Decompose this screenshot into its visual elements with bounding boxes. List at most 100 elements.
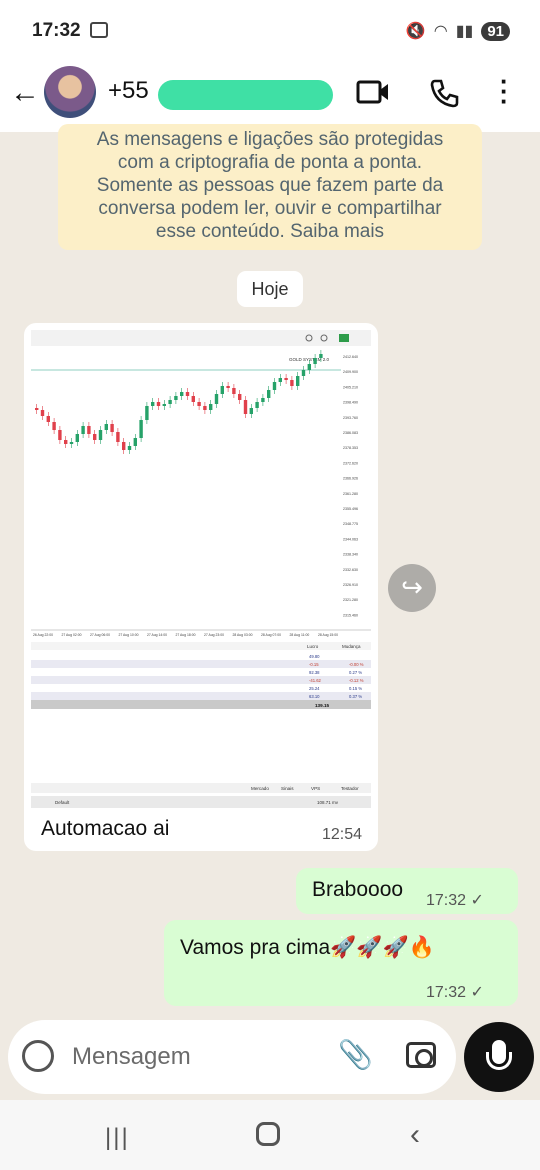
video-call-icon[interactable]	[356, 78, 390, 106]
candle	[296, 376, 300, 386]
home-icon[interactable]	[256, 1122, 280, 1146]
time-axis-label: 27 Aug 06:00	[90, 633, 110, 637]
price-axis-label: 2332.630	[343, 568, 358, 572]
screenshot-chart-title: GOLD SYSTEM 2.0	[289, 357, 330, 362]
trading-screenshot: GOLD SYSTEM 2.0 2412.640 2409.900 2405.210…	[31, 330, 371, 808]
candle	[87, 426, 91, 434]
time-axis-label: 27 Aug 18:00	[176, 633, 196, 637]
candle	[127, 446, 132, 450]
table-profit: 63.10	[309, 694, 320, 699]
table-total-row	[31, 700, 371, 709]
terminal-tab: Testador	[341, 786, 359, 791]
notice-line: conversa podem ler, ouvir e compartilhar	[98, 198, 442, 219]
table-change: 0.37 %	[349, 694, 362, 699]
candle	[261, 398, 265, 402]
system-nav-bar: ||| ‹	[0, 1100, 540, 1170]
time-axis-label: 27 Aug 14:00	[147, 633, 167, 637]
candle	[145, 406, 149, 420]
candle	[93, 434, 97, 440]
time-axis-label: 27 Aug 02:00	[62, 633, 82, 637]
mute-icon: 🔇	[405, 23, 426, 40]
recent-apps-icon[interactable]: |||	[105, 1124, 130, 1151]
candle	[272, 382, 277, 390]
price-axis-label: 2409.900	[343, 370, 358, 374]
candle	[151, 402, 155, 406]
encryption-notice[interactable]: As mensagens e ligações são protegidas c…	[58, 124, 482, 250]
notice-line: As mensagens e ligações são protegidas	[96, 129, 444, 150]
candle	[243, 400, 248, 414]
signal-icon: ▮▮	[455, 23, 474, 40]
candle	[110, 424, 114, 432]
message-composer: 📎	[8, 1020, 456, 1094]
time-axis-label: 28 Aug 03:00	[233, 633, 253, 637]
more-options-icon[interactable]: · · ·	[500, 66, 509, 116]
incoming-image-message[interactable]: GOLD SYSTEM 2.0 2412.640 2409.900 2405.210…	[24, 323, 378, 851]
table-profit: -41.62	[309, 678, 322, 683]
redaction-mark	[158, 80, 333, 110]
price-axis-label: 2398.490	[343, 401, 358, 405]
phone-icon[interactable]	[430, 78, 460, 108]
candle	[185, 392, 190, 396]
message-time: 12:54	[321, 826, 362, 843]
contact-name[interactable]: +55	[108, 77, 149, 104]
candle	[180, 392, 184, 396]
price-axis-label: 2338.340	[343, 553, 358, 557]
candle	[209, 404, 213, 410]
candle	[307, 364, 311, 370]
terminal-tab: Sinais	[281, 786, 294, 791]
status-bar: 17:32 🔇 ◠ ▮▮ 91	[0, 0, 540, 62]
candle	[40, 410, 45, 416]
price-axis-label: 2393.760	[343, 416, 358, 420]
candle	[226, 386, 230, 388]
outgoing-message[interactable]: Braboooo 17:32 ✓	[296, 868, 518, 914]
candle	[232, 388, 236, 394]
signal-bars-icon	[339, 334, 349, 342]
attach-icon[interactable]: 📎	[338, 1039, 373, 1070]
outgoing-message[interactable]: Vamos pra cima🚀🚀🚀🔥 17:32 ✓	[164, 920, 518, 1006]
voice-record-button[interactable]	[464, 1022, 534, 1092]
table-change: 0.27 %	[349, 670, 362, 675]
message-time-label: 17:32	[426, 984, 467, 1001]
back-arrow-icon[interactable]: ←	[10, 76, 40, 109]
price-axis-label: 2386.083	[343, 431, 358, 435]
system-back-icon[interactable]: ‹	[410, 1118, 420, 1151]
table-change: -0.12 %	[349, 678, 364, 683]
time-axis-label: 28 Aug 07:00	[261, 633, 281, 637]
candle	[58, 430, 62, 440]
contact-avatar[interactable]	[44, 66, 96, 118]
candle	[267, 390, 271, 398]
table-profit: 92.38	[309, 670, 320, 675]
image-caption: Automacao ai	[41, 817, 170, 840]
status-icons: 🔇 ◠ ▮▮ 91	[406, 21, 510, 41]
table-profit: 25.24	[309, 686, 320, 691]
candle	[75, 434, 79, 442]
camera-icon[interactable]	[406, 1042, 436, 1068]
time-axis-label: 28 Aug 15:00	[318, 633, 338, 637]
candle	[69, 442, 74, 444]
terminal-tab: VPS	[311, 786, 320, 791]
notice-line: Somente as pessoas que fazem parte da	[96, 175, 444, 196]
screen-record-icon	[90, 22, 108, 38]
price-axis-label: 2326.910	[343, 583, 358, 587]
screenshot-status-left: Default	[55, 800, 70, 805]
price-axis-label: 2361.280	[343, 492, 358, 496]
candle	[290, 380, 294, 386]
microphone-stand-icon	[486, 1052, 512, 1070]
emoji-icon[interactable]	[22, 1040, 54, 1072]
candle	[133, 438, 137, 446]
forward-icon[interactable]: ↪	[388, 564, 436, 612]
wifi-icon: ◠	[433, 23, 448, 40]
candle	[249, 408, 253, 414]
candle	[139, 420, 143, 438]
table-row	[31, 692, 371, 700]
message-input[interactable]	[72, 1034, 322, 1080]
candle	[104, 424, 108, 430]
screenshot-status-right: 108.71 mv	[317, 800, 339, 805]
candle	[81, 426, 85, 434]
terminal-tab: Mercado	[251, 786, 269, 791]
candle	[278, 378, 282, 382]
candle	[203, 406, 207, 410]
candle	[46, 416, 50, 422]
price-axis-label: 2405.210	[343, 385, 358, 389]
shared-screenshot[interactable]: GOLD SYSTEM 2.0 2412.640 2409.900 2405.210…	[31, 330, 371, 808]
